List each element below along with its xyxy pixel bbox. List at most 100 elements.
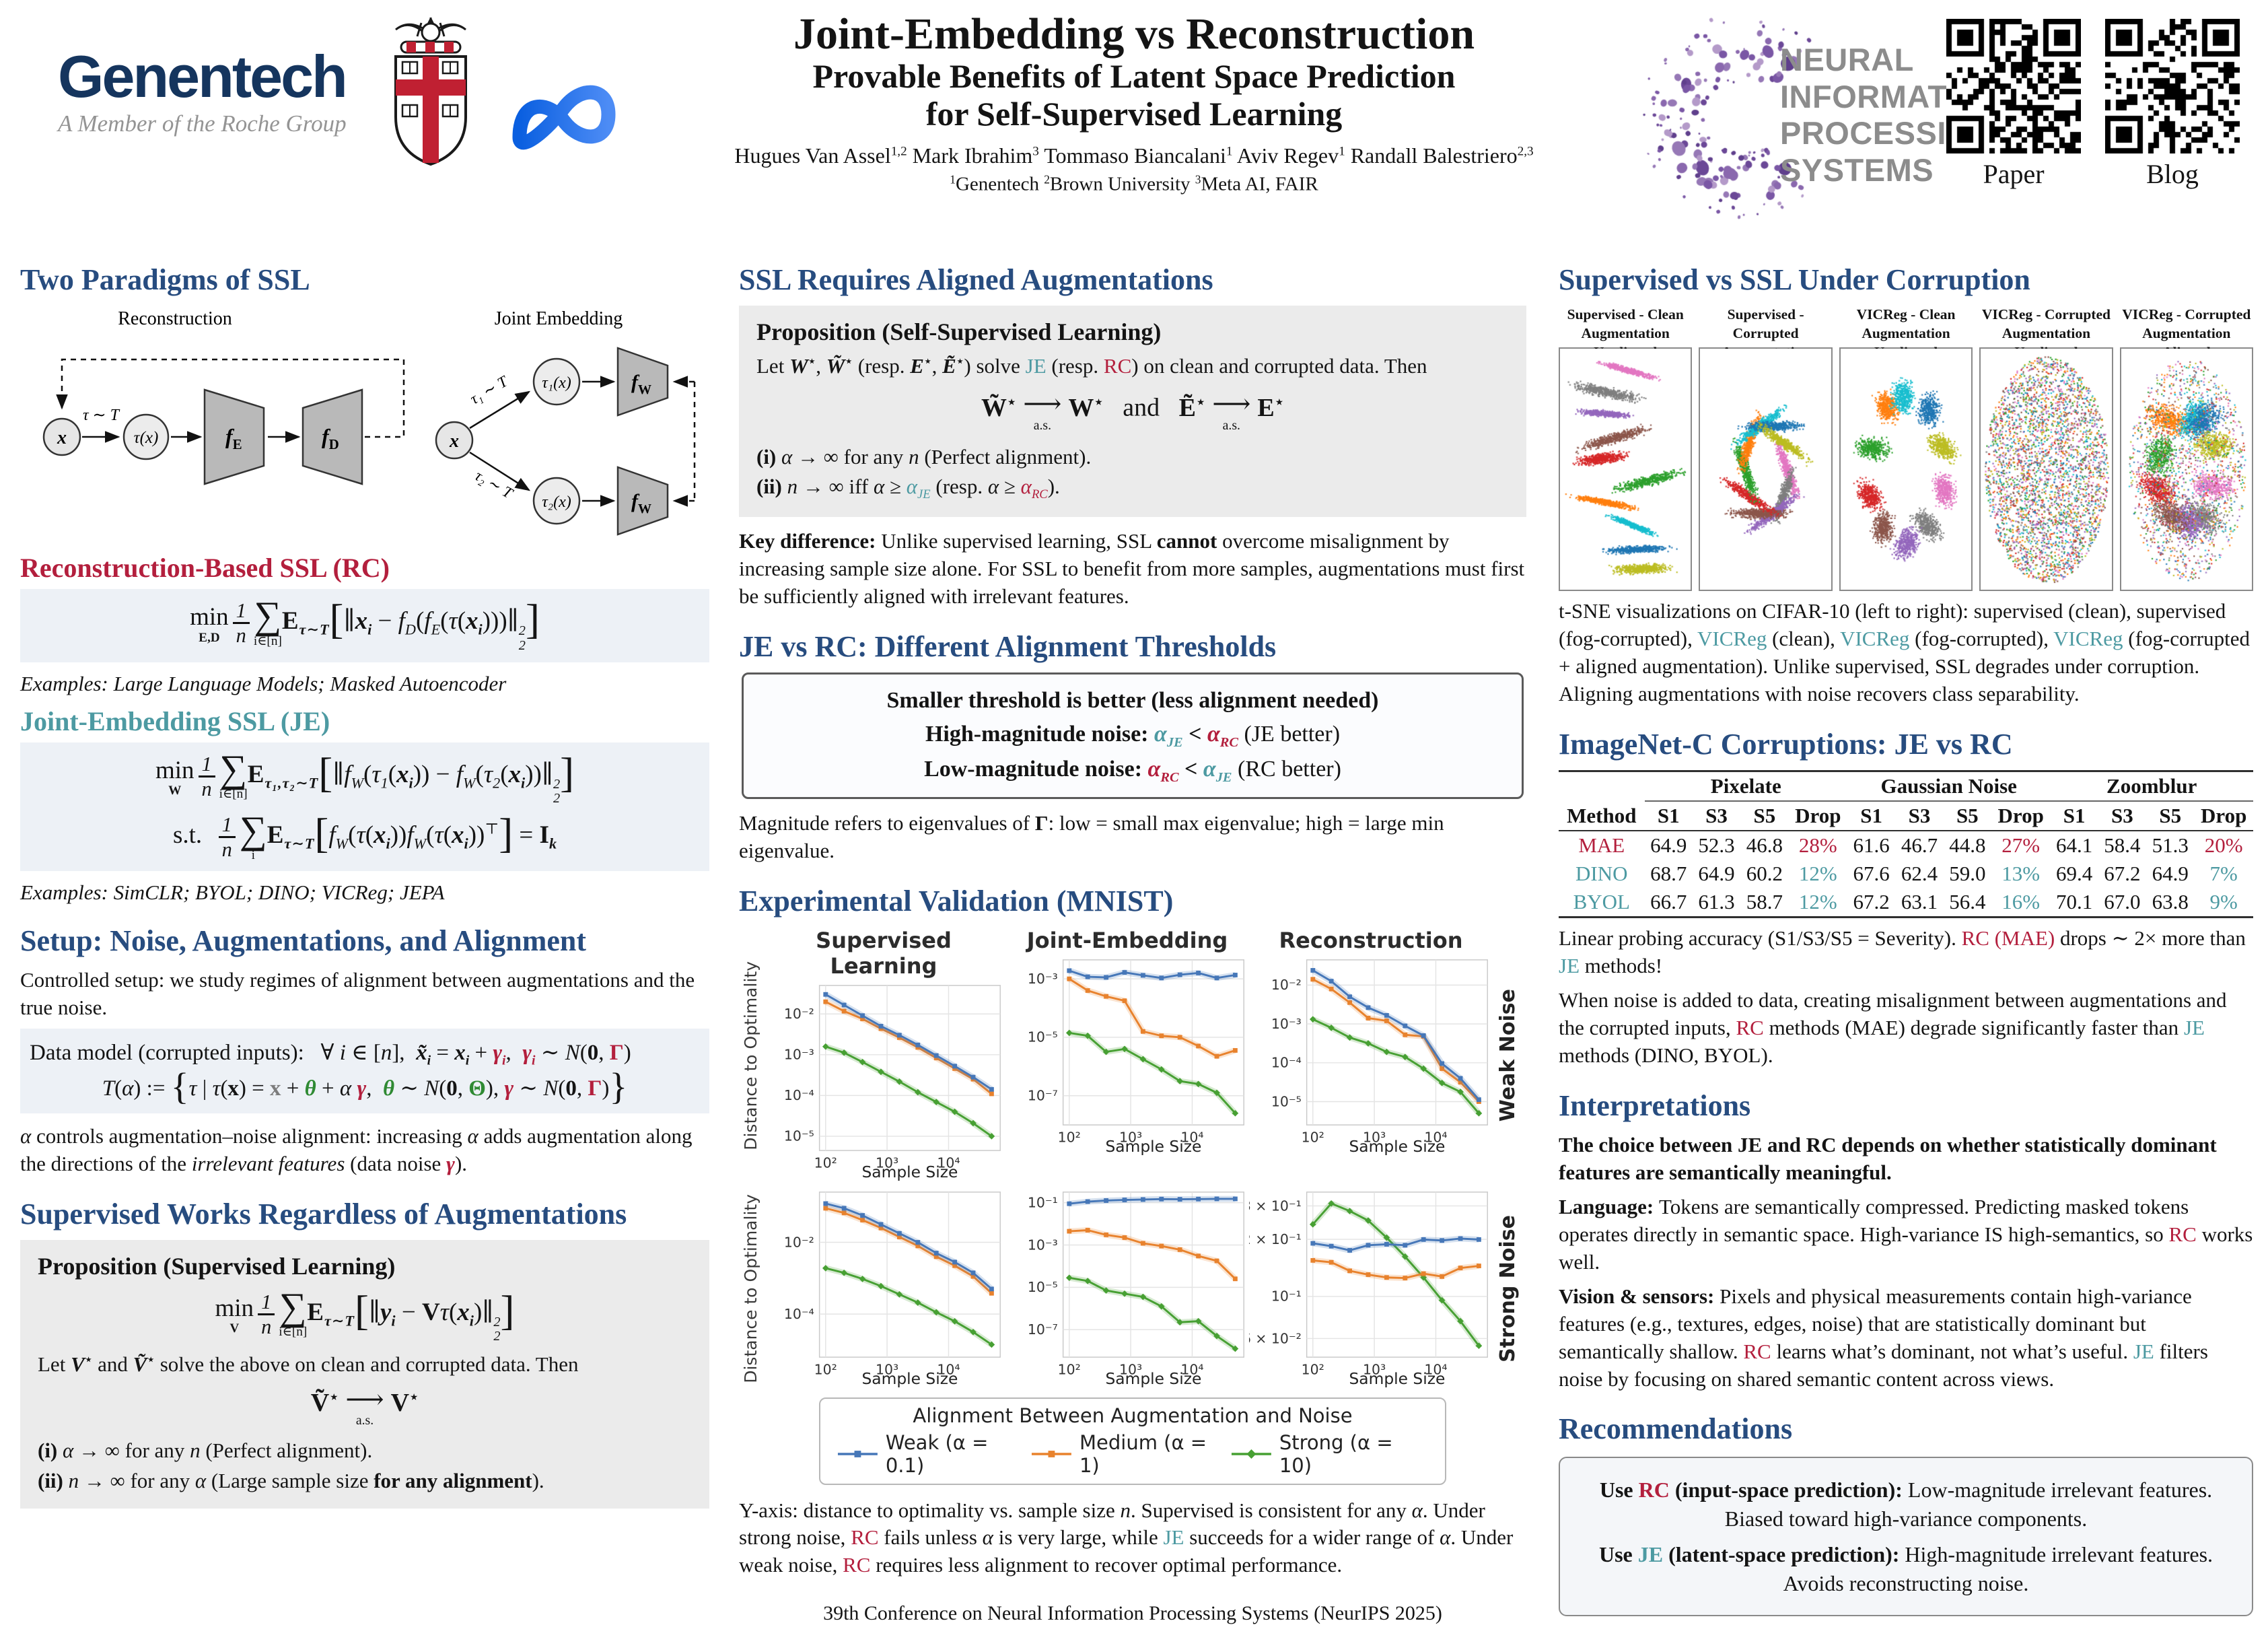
svg-text:10⁻²: 10⁻² [1271, 977, 1302, 993]
recommendation-je: Use JE (latent-space prediction): High-m… [1598, 1542, 2213, 1595]
data-model-formula: Data model (corrupted inputs): ∀ i ∈ [n]… [30, 1041, 631, 1068]
right-column: Supervised vs SSL Under Corruption Super… [1559, 263, 2254, 1617]
authors-line: Hugues Van Assel1,2 Mark Ibrahim3 Tommas… [734, 143, 1534, 168]
legend-entry: Strong (α = 10) [1230, 1431, 1429, 1477]
poster-header: Joint-Embedding vs Reconstruction Provab… [639, 11, 1629, 196]
table-row-mae: MAE 64.9 52.3 46.8 28% 61.6 46.7 44.8 27% 64.1 58.… [1578, 833, 2243, 858]
svg-text:10²: 10² [1058, 1129, 1081, 1145]
neurips-logo-icon [1639, 5, 1861, 228]
supervised-objective-formula: min V 1 n ∑ i∈[n] Eτ∼T[∥yi − Vτ(xi)∥ 2 2] [215, 1286, 515, 1344]
ssl-convergence-formula: W̃⋆ ⟶ a.s. W⋆ and Ẽ⋆ ⟶ a.s. E⋆ [981, 388, 1284, 433]
rc-objective-formula: min E,D 1 n ∑ i∈[n] Eτ∼T[∥xi − fD(fE(τ(xi)))∥ 2… [190, 594, 540, 653]
svg-text:10⁻⁴: 10⁻⁴ [1271, 1054, 1302, 1070]
setup-paragraph: Controlled setup: we study regimes of al… [20, 968, 695, 1020]
recommendation-rc: Use RC (input-space prediction): Low-mag… [1599, 1477, 2213, 1531]
data-model-box: Data model (corrupted inputs): ∀ i ∈ [n]… [20, 1029, 709, 1113]
diagram-tau-label: τ ∼ T [83, 407, 120, 424]
magnitude-paragraph: Magnitude refers to eigenvalues of Γ: lo… [739, 811, 1444, 863]
tsne-scatter-5 [2119, 347, 2254, 592]
middle-column: SSL Requires Aligned Augmentations Propo… [739, 263, 1526, 1625]
mnist-caption: Y-axis: distance to optimality vs. sampl… [739, 1498, 1514, 1577]
diagram-x-node: x [57, 427, 67, 448]
svg-text:10⁻³: 10⁻³ [1028, 970, 1058, 986]
noise-paragraph: When noise is added to data, creating mi… [1559, 988, 2227, 1068]
chart-column-title: Reconstruction [1279, 927, 1463, 953]
interpretation-language: Language: Tokens are semantically compre… [1559, 1195, 2253, 1274]
ssl-proposition-text: Let W⋆, W̃⋆ (resp. E⋆, Ẽ⋆) solve JE (res… [756, 354, 1427, 378]
section-recommendations: Recommendations [1559, 1412, 1793, 1446]
diagram-recon-title: Reconstruction [118, 308, 232, 329]
diagram-fw-bottom-label: fW [631, 490, 651, 516]
conference-footer: 39th Conference on Neural Information Pr… [823, 1602, 1442, 1625]
mnist-charts: Distance to Optimality Supervised Learnin… [739, 928, 1526, 1391]
chart-supervised-weak: 10² 10³ 10⁴ 10⁻² 10⁻³ 10⁻⁴ 10⁻⁵ Sample Size [784, 984, 1001, 1181]
je-objective-formula: min W 1 n ∑ i∈[n] Eτ₁,τ₂∼T[∥fW(τ1(xi)) − fW(τ2… [155, 748, 575, 806]
svg-text:10²: 10² [1058, 1361, 1081, 1377]
noise-row-label: Weak Noise [1495, 989, 1520, 1122]
poster-title: Joint-Embedding vs Reconstruction [793, 9, 1475, 59]
threshold-line-1: Smaller threshold is better (less alignm… [886, 688, 1379, 714]
interpretation-main: The choice between JE and RC depends on … [1559, 1133, 2217, 1185]
svg-text:10⁴: 10⁴ [1180, 1129, 1203, 1145]
interpretation-vision: Vision & sensors: Pixels and physical me… [1559, 1284, 2208, 1391]
supervised-convergence-formula: Ṽ⋆ ⟶ a.s. V⋆ [310, 1383, 419, 1428]
section-setup: Setup: Noise, Augmentations, and Alignme… [20, 924, 587, 958]
svg-text:10⁴: 10⁴ [1424, 1129, 1447, 1145]
svg-text:Sample Size: Sample Size [861, 1163, 958, 1181]
ssl-item-i: (i) α → ∞ for any n (Perfect alignment). [756, 444, 1092, 469]
svg-text:10⁻²: 10⁻² [784, 1006, 814, 1022]
svg-text:10⁻³: 10⁻³ [1271, 1015, 1302, 1031]
chart-supervised-strong: 10² 10³ 10⁴ 10⁻² 10⁻⁴ Sample Size [784, 1191, 1001, 1388]
svg-text:10⁻⁵: 10⁻⁵ [1271, 1093, 1302, 1109]
svg-text:Sample Size: Sample Size [861, 1369, 958, 1387]
svg-text:10³: 10³ [1119, 1361, 1142, 1377]
svg-text:10²: 10² [814, 1361, 837, 1377]
chart-joint-embedding-strong: 10² 10³ 10⁴ 10⁻¹ 10⁻³ 10⁻⁵ 10⁻⁷ Sample Size [1028, 1191, 1244, 1388]
heading-je-ssl: Joint-Embedding SSL (JE) [20, 706, 330, 736]
section-experimental: Experimental Validation (MNIST) [739, 885, 1174, 918]
je-examples: Examples: SimCLR; BYOL; DINO; VICReg; JE… [20, 880, 445, 905]
svg-text:10²: 10² [1302, 1129, 1324, 1145]
genentech-tagline: A Member of the Roche Group [58, 110, 347, 137]
recommendations-box: Use RC (input-space prediction): Low-mag… [1559, 1456, 2253, 1617]
svg-text:Sample Size: Sample Size [1349, 1369, 1445, 1387]
diagram-encoder-label: fE [225, 424, 242, 452]
svg-text:10³: 10³ [1119, 1129, 1142, 1145]
ssl-paradigms-diagram: Reconstruction Joint Embedding x τ ∼ T τ… [42, 308, 696, 537]
threshold-line-3: Low-magnitude noise: αRC < αJE (RC bette… [924, 756, 1341, 785]
diagram-je-title: Joint Embedding [495, 308, 623, 329]
diagram-x2-node: x [449, 431, 459, 452]
qr-blog: Blog [2105, 19, 2240, 190]
svg-text:10⁴: 10⁴ [1180, 1361, 1203, 1377]
table-row-dino: DINO 68.7 64.9 60.2 12% 67.6 62.4 59.0 13% 69.4 67… [1575, 862, 2238, 886]
svg-text:10⁻⁵: 10⁻⁵ [784, 1128, 814, 1144]
diagram-tau2x-node: τ₂(x) [542, 493, 571, 511]
rc-formula-box: min E,D 1 n ∑ i∈[n] Eτ∼T[∥xi − fD(fE(τ(xi)))∥ 2… [20, 589, 709, 662]
svg-text:10⁻²: 10⁻² [784, 1234, 814, 1250]
svg-text:10⁻⁵: 10⁻⁵ [1028, 1279, 1058, 1295]
legend-entry: Medium (α = 1) [1030, 1431, 1230, 1477]
qr-paper-code-icon [1946, 19, 2081, 153]
threshold-box: Smaller threshold is better (less alignm… [742, 672, 1524, 800]
svg-text:Sample Size: Sample Size [1349, 1137, 1445, 1155]
ssl-item-ii: (ii) n → ∞ iff α ≥ αJE (resp. α ≥ αRC). [756, 475, 1060, 502]
diagram-taux-node: τ(x) [134, 429, 159, 447]
table-caption: Linear probing accuracy (S1/S3/S5 = Seve… [1559, 926, 2246, 978]
svg-text:10⁴: 10⁴ [937, 1154, 960, 1171]
key-difference-paragraph: Key difference: Unlike supervised learni… [739, 529, 1525, 608]
svg-text:10⁻³: 10⁻³ [784, 1046, 814, 1062]
svg-text:10⁻³: 10⁻³ [1028, 1237, 1058, 1253]
diagram-tau2-label: τ₂ ∼ T [472, 467, 517, 503]
svg-text:10³: 10³ [1363, 1129, 1386, 1145]
poster-subtitle-2: for Self-Supervised Learning [925, 95, 1343, 133]
svg-text:3 × 10⁻¹: 3 × 10⁻¹ [1249, 1198, 1302, 1214]
svg-text:Sample Size: Sample Size [1105, 1137, 1201, 1155]
genentech-logo: Genentech A Member of the Roche Group [58, 47, 348, 137]
svg-text:10³: 10³ [876, 1154, 898, 1171]
